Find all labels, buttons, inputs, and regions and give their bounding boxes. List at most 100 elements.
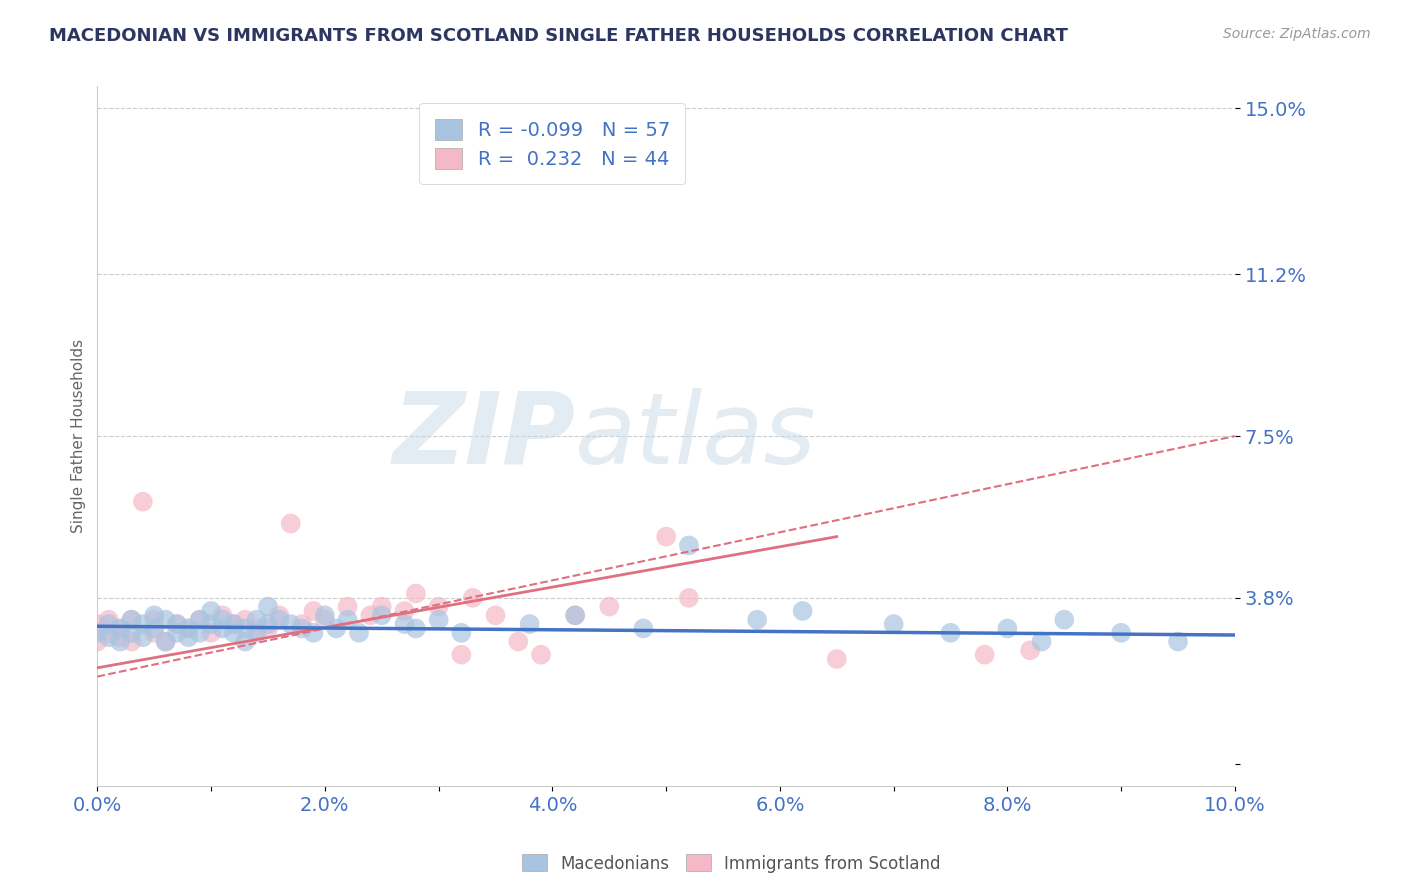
- Legend: R = -0.099   N = 57, R =  0.232   N = 44: R = -0.099 N = 57, R = 0.232 N = 44: [419, 103, 686, 185]
- Point: [291, 617, 314, 632]
- Point: [883, 617, 905, 632]
- Point: [155, 613, 177, 627]
- Point: [280, 617, 302, 632]
- Point: [108, 634, 131, 648]
- Point: [132, 494, 155, 508]
- Point: [302, 625, 325, 640]
- Point: [143, 608, 166, 623]
- Text: ZIP: ZIP: [392, 388, 575, 484]
- Point: [427, 613, 450, 627]
- Point: [633, 622, 655, 636]
- Point: [108, 622, 131, 636]
- Point: [564, 608, 586, 623]
- Point: [86, 625, 108, 640]
- Point: [200, 625, 222, 640]
- Point: [86, 617, 108, 632]
- Point: [269, 608, 291, 623]
- Point: [325, 622, 347, 636]
- Point: [211, 613, 233, 627]
- Point: [336, 613, 359, 627]
- Point: [302, 604, 325, 618]
- Point: [792, 604, 814, 618]
- Point: [166, 617, 188, 632]
- Point: [257, 617, 280, 632]
- Point: [678, 538, 700, 552]
- Point: [291, 622, 314, 636]
- Point: [508, 634, 530, 648]
- Point: [1109, 625, 1132, 640]
- Point: [939, 625, 962, 640]
- Point: [143, 613, 166, 627]
- Point: [97, 625, 120, 640]
- Point: [233, 613, 256, 627]
- Point: [97, 617, 120, 632]
- Point: [86, 634, 108, 648]
- Point: [314, 608, 336, 623]
- Point: [678, 591, 700, 605]
- Point: [269, 613, 291, 627]
- Point: [143, 625, 166, 640]
- Point: [188, 613, 211, 627]
- Point: [166, 625, 188, 640]
- Point: [1019, 643, 1042, 657]
- Point: [336, 599, 359, 614]
- Point: [200, 604, 222, 618]
- Point: [246, 613, 269, 627]
- Point: [108, 622, 131, 636]
- Point: [825, 652, 848, 666]
- Point: [314, 613, 336, 627]
- Point: [1053, 613, 1076, 627]
- Point: [359, 608, 381, 623]
- Point: [747, 613, 769, 627]
- Point: [188, 625, 211, 640]
- Point: [450, 648, 472, 662]
- Point: [973, 648, 995, 662]
- Point: [257, 622, 280, 636]
- Point: [97, 613, 120, 627]
- Point: [1031, 634, 1053, 648]
- Point: [450, 625, 472, 640]
- Point: [166, 617, 188, 632]
- Point: [132, 617, 155, 632]
- Text: MACEDONIAN VS IMMIGRANTS FROM SCOTLAND SINGLE FATHER HOUSEHOLDS CORRELATION CHAR: MACEDONIAN VS IMMIGRANTS FROM SCOTLAND S…: [49, 27, 1069, 45]
- Point: [347, 625, 370, 640]
- Point: [280, 516, 302, 531]
- Text: atlas: atlas: [575, 388, 817, 484]
- Point: [222, 625, 245, 640]
- Point: [257, 599, 280, 614]
- Point: [233, 622, 256, 636]
- Point: [121, 613, 143, 627]
- Point: [222, 617, 245, 632]
- Point: [405, 586, 427, 600]
- Point: [655, 530, 678, 544]
- Point: [177, 622, 200, 636]
- Point: [484, 608, 506, 623]
- Point: [530, 648, 553, 662]
- Point: [233, 634, 256, 648]
- Point: [394, 617, 416, 632]
- Point: [121, 613, 143, 627]
- Point: [461, 591, 484, 605]
- Point: [200, 617, 222, 632]
- Point: [121, 634, 143, 648]
- Point: [1167, 634, 1189, 648]
- Point: [155, 634, 177, 648]
- Point: [108, 630, 131, 644]
- Point: [405, 622, 427, 636]
- Point: [394, 604, 416, 618]
- Legend: Macedonians, Immigrants from Scotland: Macedonians, Immigrants from Scotland: [515, 847, 948, 880]
- Point: [143, 622, 166, 636]
- Point: [211, 622, 233, 636]
- Point: [997, 622, 1019, 636]
- Point: [177, 630, 200, 644]
- Point: [427, 599, 450, 614]
- Point: [97, 630, 120, 644]
- Point: [155, 634, 177, 648]
- Point: [211, 608, 233, 623]
- Point: [371, 608, 394, 623]
- Y-axis label: Single Father Households: Single Father Households: [72, 339, 86, 533]
- Text: Source: ZipAtlas.com: Source: ZipAtlas.com: [1223, 27, 1371, 41]
- Point: [222, 617, 245, 632]
- Point: [188, 613, 211, 627]
- Point: [371, 599, 394, 614]
